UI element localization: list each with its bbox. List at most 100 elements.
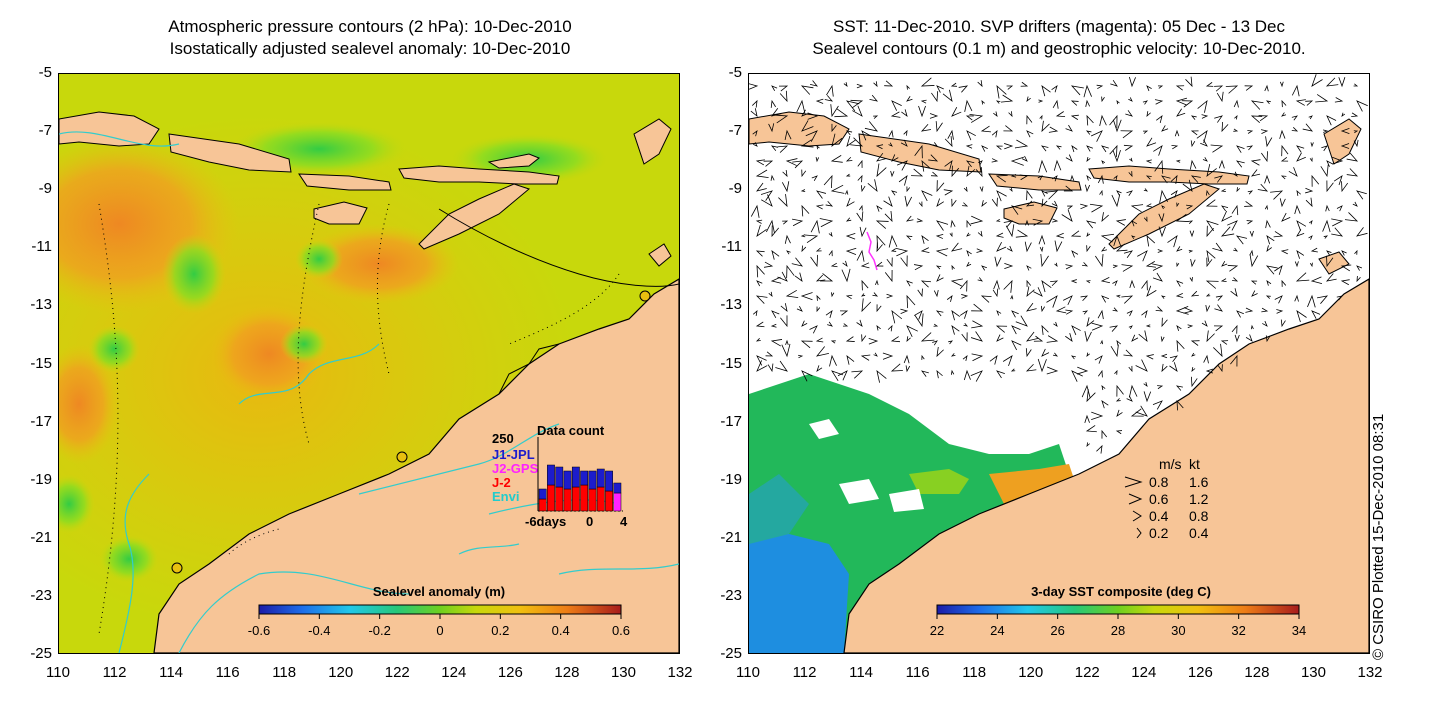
sealevel-colorbar-tick: 0.2 bbox=[491, 623, 509, 638]
right-x-tick-label: 122 bbox=[1074, 664, 1100, 681]
data-count-bar bbox=[538, 488, 547, 500]
right-x-tick-label: 126 bbox=[1187, 664, 1213, 681]
sealevel-colorbar-title: Sealevel anomaly (m) bbox=[373, 584, 505, 599]
left-y-tick-label: -17 bbox=[30, 412, 52, 430]
left-title-line1: Atmospheric pressure contours (2 hPa): 1… bbox=[168, 17, 572, 36]
velocity-vector-field bbox=[749, 74, 1368, 454]
velocity-key-arrow bbox=[1136, 527, 1142, 539]
left-y-tick-label: -7 bbox=[38, 122, 52, 140]
left-x-tick-label: 130 bbox=[610, 664, 636, 681]
sealevel-colorbar-tick: -0.4 bbox=[308, 623, 330, 638]
velocity-key-header-kt: kt bbox=[1189, 456, 1200, 472]
right-y-tick-label: -25 bbox=[720, 645, 742, 662]
left-y-tick-label: -23 bbox=[30, 586, 52, 604]
drifter-track bbox=[866, 231, 878, 271]
right-y-tick-label: -23 bbox=[720, 586, 742, 604]
right-y-tick-label: -7 bbox=[728, 122, 742, 140]
data-count-legend-item: J2-GPS bbox=[492, 461, 539, 476]
right-x-tick-label: 110 bbox=[736, 664, 760, 681]
velocity-key-ms: 0.4 bbox=[1149, 508, 1169, 524]
sealevel-colorbar-tick: 0 bbox=[436, 623, 443, 638]
data-count-bar bbox=[596, 468, 605, 488]
data-count-xlabel-start: -6days bbox=[525, 514, 566, 529]
velocity-key-ms: 0.6 bbox=[1149, 491, 1169, 507]
data-count-bar bbox=[555, 466, 564, 488]
left-x-tick-label: 114 bbox=[159, 664, 184, 681]
right-x-tick-label: 128 bbox=[1244, 664, 1270, 681]
sealevel-colorbar-tick: 0.6 bbox=[612, 623, 630, 638]
plot-credit: © CSIRO Plotted 15-Dec-2010 08:31 bbox=[1370, 413, 1387, 660]
sealevel-colorbar: Sealevel anomaly (m) -0.6 -0.4 -0.2 0 0.2 0.4… bbox=[248, 584, 630, 638]
right-y-tick-label: -21 bbox=[720, 528, 742, 546]
left-y-tick-label: -21 bbox=[30, 528, 52, 546]
velocity-key-ms: 0.8 bbox=[1149, 474, 1169, 490]
sst-colorbar: 3-day SST composite (deg C) 22 24 26 28 30 32… bbox=[930, 584, 1306, 638]
data-count-bar bbox=[563, 488, 572, 512]
sst-colorbar-tick: 24 bbox=[990, 623, 1004, 638]
left-x-tick-label: 118 bbox=[272, 664, 297, 681]
data-count-legend-item: J1-JPL bbox=[492, 447, 535, 462]
sst-colorbar-title: 3-day SST composite (deg C) bbox=[1031, 584, 1211, 599]
right-title-line2: Sealevel contours (0.1 m) and geostrophi… bbox=[812, 39, 1306, 58]
sst-colorbar-tick: 32 bbox=[1231, 623, 1245, 638]
left-y-tick-label: -19 bbox=[30, 470, 52, 488]
left-y-tick-label: -9 bbox=[38, 180, 52, 198]
velocity-key-arrow bbox=[1124, 476, 1143, 488]
right-x-tick-label: 118 bbox=[962, 664, 987, 681]
left-y-tick-label: -5 bbox=[38, 64, 52, 81]
right-y-tick-label: -11 bbox=[721, 238, 742, 256]
velocity-key-kt: 1.6 bbox=[1189, 474, 1209, 490]
velocity-key-kt: 1.2 bbox=[1189, 491, 1209, 507]
velocity-key-header-ms: m/s bbox=[1159, 456, 1182, 472]
data-count-xlabel-end: 4 bbox=[620, 514, 628, 529]
data-count-bar bbox=[580, 484, 589, 512]
left-x-tick-label: 120 bbox=[328, 664, 354, 681]
data-count-bar bbox=[547, 464, 555, 486]
data-count-bar bbox=[588, 488, 597, 512]
right-y-tick-label: -5 bbox=[728, 64, 742, 81]
right-title-line1: SST: 11-Dec-2010. SVP drifters (magenta)… bbox=[833, 17, 1285, 36]
data-count-bar bbox=[605, 470, 613, 492]
right-x-tick-label: 120 bbox=[1018, 664, 1044, 681]
velocity-key-kt: 0.8 bbox=[1189, 508, 1209, 524]
right-map-panel: m/s kt 0.8 1.6 0.6 1.2 0.4 0.8 0.2 0.4 3-d bbox=[748, 73, 1370, 654]
data-count-title: Data count bbox=[537, 423, 605, 438]
sst-colorbar-tick: 26 bbox=[1050, 623, 1064, 638]
left-y-tick-label: -15 bbox=[30, 354, 52, 372]
sealevel-colorbar-tick: 0.4 bbox=[552, 623, 570, 638]
data-count-bar bbox=[588, 470, 597, 490]
velocity-key-arrow bbox=[1128, 493, 1143, 505]
left-y-tick-label: -25 bbox=[30, 645, 52, 662]
right-x-tick-label: 124 bbox=[1131, 664, 1157, 681]
right-y-tick-label: -15 bbox=[720, 354, 742, 372]
data-count-bar bbox=[613, 482, 622, 494]
right-x-tick-label: 112 bbox=[792, 664, 817, 681]
left-x-tick-label: 112 bbox=[102, 664, 127, 681]
data-count-bar bbox=[538, 498, 547, 512]
data-count-bar bbox=[547, 484, 555, 512]
velocity-key-ms: 0.2 bbox=[1149, 525, 1169, 541]
left-x-tick-label: 110 bbox=[46, 664, 70, 681]
left-x-tick-label: 124 bbox=[441, 664, 467, 681]
velocity-key-kt: 0.4 bbox=[1189, 525, 1209, 541]
data-count-bar bbox=[613, 492, 622, 512]
data-count-bar bbox=[596, 486, 605, 512]
left-x-tick-label: 122 bbox=[384, 664, 410, 681]
left-y-tick-label: -13 bbox=[30, 296, 52, 314]
data-count-legend-item: J-2 bbox=[492, 475, 511, 490]
data-count-xlabel-zero: 0 bbox=[586, 514, 593, 529]
data-count-bar bbox=[555, 486, 564, 512]
right-x-tick-label: 130 bbox=[1300, 664, 1326, 681]
left-x-tick-label: 132 bbox=[667, 664, 693, 681]
sst-velocity-map: m/s kt 0.8 1.60.6 1.20.4 0.80.2 0.4 3-d bbox=[749, 74, 1369, 653]
right-y-tick-label: -9 bbox=[728, 180, 742, 198]
right-y-tick-label: -13 bbox=[720, 296, 742, 314]
left-y-tick-label: -11 bbox=[31, 238, 52, 256]
sst-colorbar-tick: 22 bbox=[930, 623, 944, 638]
velocity-key: m/s kt 0.8 1.60.6 1.20.4 0.80.2 0.4 bbox=[1124, 456, 1209, 541]
right-y-tick-label: -19 bbox=[720, 470, 742, 488]
right-x-tick-label: 114 bbox=[849, 664, 874, 681]
sst-colorbar-tick: 34 bbox=[1292, 623, 1306, 638]
velocity-key-arrow bbox=[1132, 510, 1142, 522]
